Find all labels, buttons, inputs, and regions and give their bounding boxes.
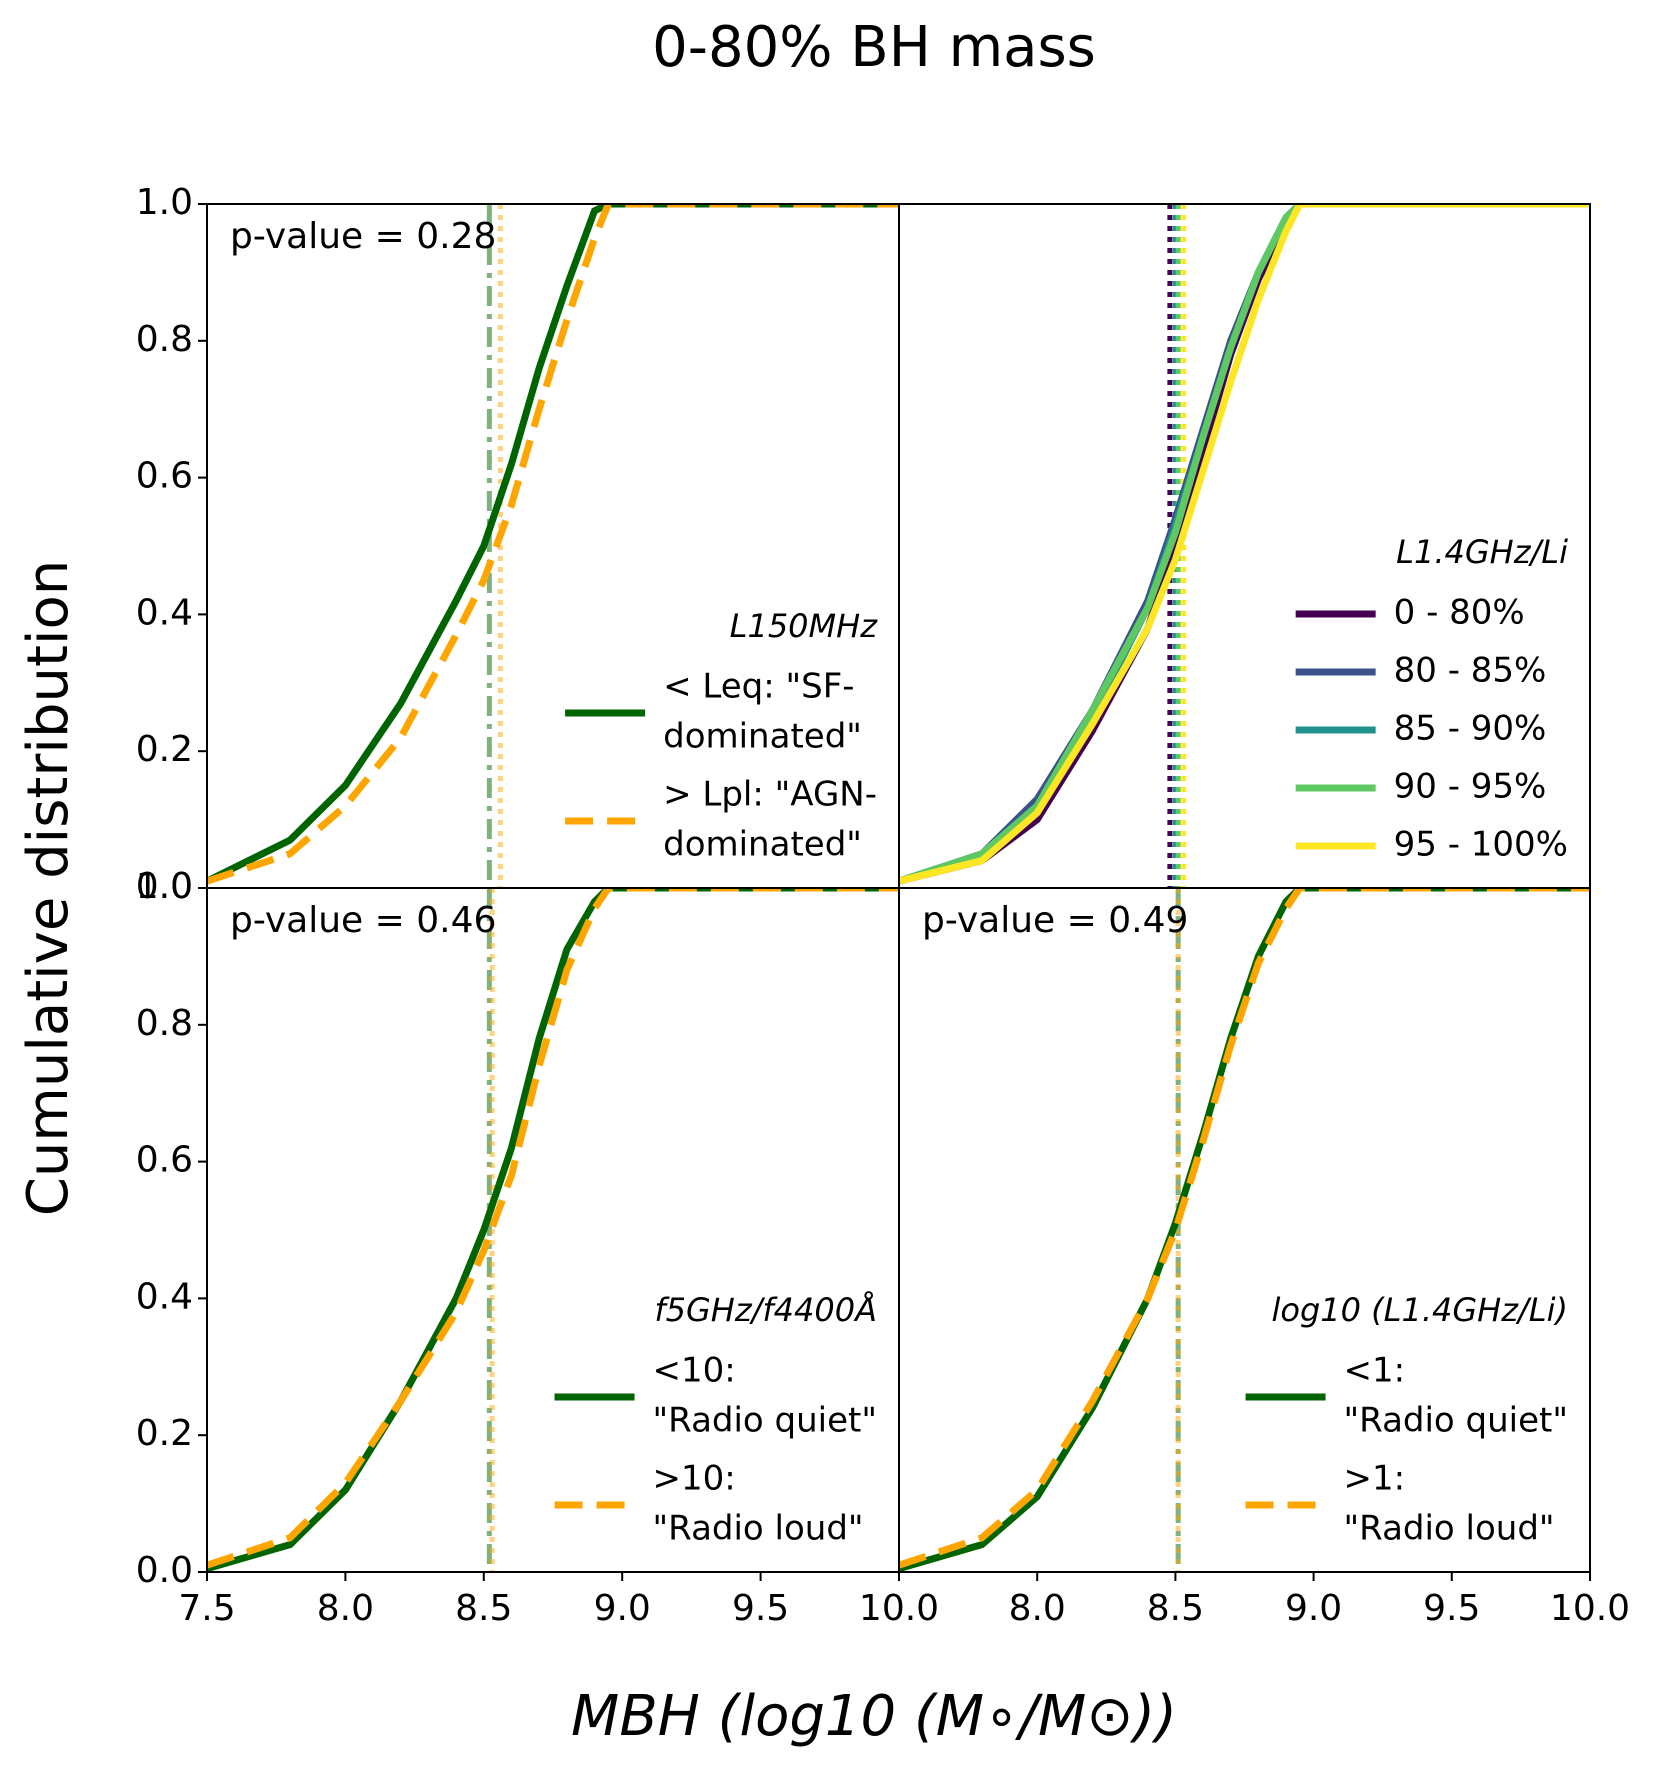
series-line <box>207 888 899 1572</box>
legend-label: 95 - 100% <box>1394 825 1568 865</box>
y-axis-label: Cumulative distribution <box>16 560 81 1217</box>
y-tick-label: 0.8 <box>136 1003 193 1044</box>
panel: 0 - 80% 80 - 85% 85 - 90% 90 - 95% 95 - 100%… <box>898 203 1591 889</box>
p-value: p-value = 0.46 <box>230 900 496 941</box>
legend-label: "Radio quiet" <box>653 1401 877 1441</box>
legend-label: "Radio loud" <box>1344 1509 1555 1549</box>
legend-label: 85 - 90% <box>1394 709 1547 749</box>
legend-title: f5GHz/f4400Å <box>654 1291 877 1329</box>
p-value: p-value = 0.28 <box>230 216 496 257</box>
y-tick-label: 0.8 <box>136 319 193 360</box>
y-tick-label: 0.6 <box>136 456 193 497</box>
series-line <box>899 204 1590 885</box>
y-tick-label: 0.0 <box>136 866 193 907</box>
x-tick-label: 9.0 <box>1285 1588 1342 1629</box>
y-tick-label: 0.6 <box>136 1140 193 1181</box>
y-tick-label: 0.2 <box>136 1413 193 1454</box>
x-tick-label: 9.5 <box>732 1588 789 1629</box>
legend-title: L150MHz <box>730 607 879 645</box>
legend-label: "Radio loud" <box>653 1509 864 1549</box>
legend-label: 80 - 85% <box>1394 651 1547 691</box>
x-tick-label: 9.5 <box>1423 1588 1480 1629</box>
x-tick-label: 7.5 <box>178 1588 235 1629</box>
series-line <box>899 204 1590 885</box>
legend-title: log10 (L1.4GHz/Li) <box>1271 1291 1568 1329</box>
y-tick-label: 0.4 <box>136 1276 193 1317</box>
panel: 0.0 0.2 0.4 0.6 0.8 1.0 p-value = 0.28 < Leq: "… <box>136 182 900 907</box>
y-tick-label: 1.0 <box>136 866 193 907</box>
legend-label: > Lpl: "AGN- <box>663 775 877 815</box>
legend-label: dominated" <box>663 717 862 757</box>
legend-label: dominated" <box>663 825 862 865</box>
x-axis-label: MBH (log10 (M∘/M⊙)) <box>571 1684 1177 1749</box>
panel: 8.0 8.5 9.0 9.5 10.0 p-value = 0.49 <1: "Radio … <box>898 887 1630 1629</box>
legend-label: <10: <box>653 1351 736 1391</box>
x-tick-label: 10.0 <box>1550 1588 1630 1629</box>
y-tick-label: 1.0 <box>136 182 193 223</box>
x-tick-label: 8.5 <box>455 1588 512 1629</box>
legend-label: "Radio quiet" <box>1344 1401 1568 1441</box>
legend-label: <1: <box>1344 1351 1406 1391</box>
axes-frame <box>898 887 1591 1573</box>
legend-label: >10: <box>653 1459 736 1499</box>
x-tick-label: 10.0 <box>859 1588 939 1629</box>
x-tick-label: 9.0 <box>594 1588 651 1629</box>
panel: 0.0 0.2 0.4 0.6 0.8 1.0 7.5 8.0 8.5 9.0 9.5 10.0 p-v… <box>136 866 939 1629</box>
legend-title: L1.4GHz/Li <box>1396 533 1568 571</box>
x-tick-label: 8.0 <box>317 1588 374 1629</box>
series-line <box>207 204 899 885</box>
plot-area <box>899 888 1590 1572</box>
series-line <box>207 204 899 885</box>
legend-label: 0 - 80% <box>1394 593 1525 633</box>
plot-area <box>899 204 1590 888</box>
series-line <box>899 888 1590 1569</box>
x-tick-label: 8.5 <box>1147 1588 1204 1629</box>
legend-label: 90 - 95% <box>1394 767 1547 807</box>
y-tick-label: 0.0 <box>136 1550 193 1591</box>
y-tick-label: 0.4 <box>136 592 193 633</box>
legend-label: < Leq: "SF- <box>663 667 854 707</box>
y-tick-label: 0.2 <box>136 729 193 770</box>
plot-area <box>207 888 899 1572</box>
series-line <box>899 888 1590 1572</box>
plot-area <box>207 204 899 888</box>
series-line <box>207 888 899 1569</box>
legend-label: >1: <box>1344 1459 1406 1499</box>
figure-title: 0-80% BH mass <box>652 15 1096 80</box>
p-value: p-value = 0.49 <box>922 900 1188 941</box>
x-tick-label: 8.0 <box>1009 1588 1066 1629</box>
